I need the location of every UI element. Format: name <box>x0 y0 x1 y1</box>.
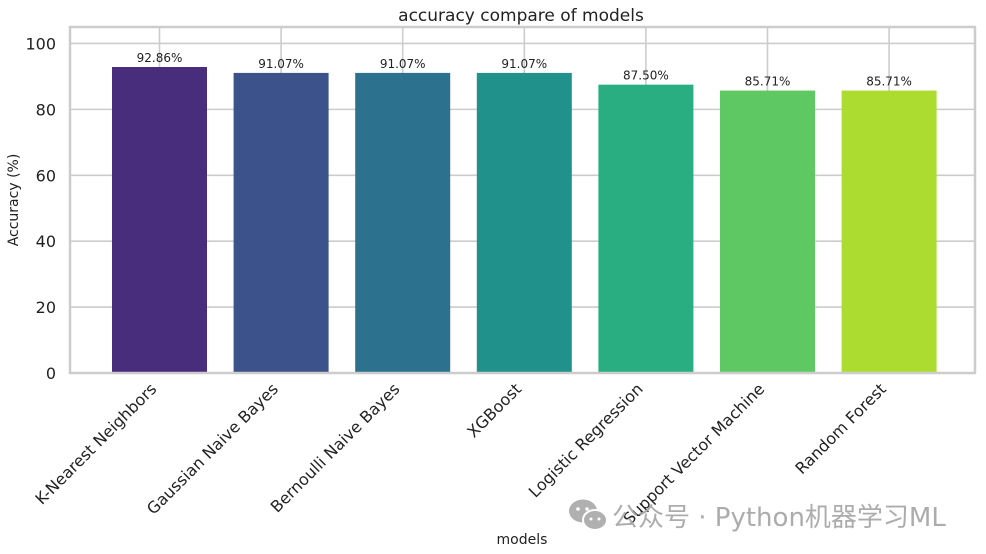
chart-title: accuracy compare of models <box>398 6 644 26</box>
x-category-label: Random Forest <box>791 379 890 478</box>
watermark: 公众号 · Python机器学习ML <box>569 499 946 533</box>
y-tick-label: 60 <box>36 166 56 185</box>
watermark-text: 公众号 · Python机器学习ML <box>612 503 946 533</box>
bar-value-label: 92.86% <box>137 51 183 65</box>
wechat-icon <box>569 499 608 531</box>
x-category-label: Logistic Regression <box>525 379 647 501</box>
bars <box>112 67 937 374</box>
bar <box>233 72 329 374</box>
y-tick-label: 20 <box>36 298 56 317</box>
bar <box>720 90 815 374</box>
x-category-label: K-Nearest Neighbors <box>31 379 160 508</box>
data-labels: 92.86% 91.07% 91.07% 91.07% 87.50% 85.71% 85.7… <box>137 51 912 89</box>
bar-value-label: 85.71% <box>866 75 912 89</box>
y-axis-ticks: 0 20 40 60 80 100 <box>25 34 56 383</box>
bar <box>355 72 451 374</box>
y-tick-label: 100 <box>25 34 56 53</box>
y-tick-label: 80 <box>36 100 56 119</box>
bar-value-label: 91.07% <box>258 57 304 71</box>
bar <box>476 72 572 374</box>
y-axis-title: Accuracy (%) <box>6 154 22 247</box>
x-axis-title: models <box>497 532 548 548</box>
x-category-label: Bernoulli Naive Bayes <box>267 379 404 516</box>
y-tick-label: 40 <box>36 232 56 251</box>
plot-frame <box>68 25 977 375</box>
bar-value-label: 91.07% <box>380 57 426 71</box>
bar <box>112 67 207 374</box>
x-category-label: Gaussian Naive Bayes <box>143 379 282 518</box>
x-category-label: XGBoost <box>463 379 525 441</box>
y-tick-label: 0 <box>46 364 56 383</box>
bar <box>841 90 937 374</box>
bar-value-label: 91.07% <box>501 57 547 71</box>
bar-value-label: 87.50% <box>623 69 669 83</box>
bar <box>598 84 694 374</box>
bar-value-label: 85.71% <box>745 75 791 89</box>
